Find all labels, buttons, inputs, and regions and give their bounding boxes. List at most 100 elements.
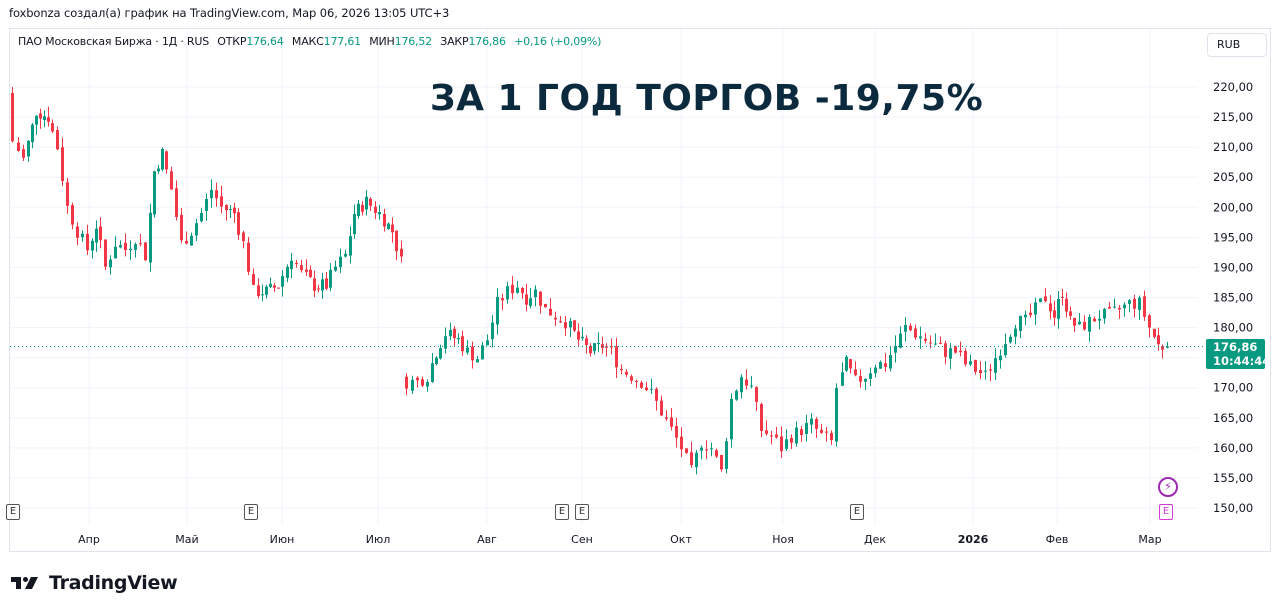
candle-body bbox=[521, 287, 524, 294]
candle-body bbox=[959, 350, 962, 353]
candle-body bbox=[81, 233, 84, 238]
candle-body bbox=[914, 328, 917, 338]
earnings-marker[interactable]: E bbox=[244, 504, 258, 520]
candle-body bbox=[124, 242, 127, 251]
candle-body bbox=[431, 363, 434, 382]
candle-body bbox=[486, 340, 489, 346]
candle-body bbox=[810, 418, 813, 425]
candle-body bbox=[650, 388, 653, 390]
candle-body bbox=[257, 285, 260, 297]
candle-body bbox=[597, 342, 600, 345]
candle-body bbox=[593, 343, 596, 352]
candle-body bbox=[66, 182, 69, 206]
candle-body bbox=[770, 435, 773, 437]
y-axis-label: 220,00 bbox=[1213, 80, 1253, 94]
candle-body bbox=[585, 338, 588, 346]
candle-body bbox=[1143, 296, 1146, 317]
candle-body bbox=[501, 298, 504, 301]
candle-body bbox=[1161, 346, 1164, 350]
candle-body bbox=[1014, 328, 1017, 337]
tradingview-logo[interactable]: TradingView bbox=[11, 572, 178, 594]
y-axis-label: 165,00 bbox=[1213, 411, 1253, 425]
earnings-marker[interactable]: E bbox=[575, 504, 589, 520]
candle-body bbox=[1044, 296, 1047, 302]
candle-body bbox=[934, 343, 937, 345]
earnings-marker[interactable]: E bbox=[555, 504, 569, 520]
candlestick-chart[interactable]: 220,00 215,00 210,00 205,00 200,00 195,00 190,… bbox=[10, 29, 1270, 551]
candle-body bbox=[1128, 300, 1131, 304]
y-axis-label: 210,00 bbox=[1213, 140, 1253, 154]
candle-body bbox=[476, 359, 479, 363]
lightning-event-icon[interactable]: ⚡ bbox=[1158, 477, 1178, 497]
candle-body bbox=[755, 387, 758, 402]
candle-body bbox=[1039, 298, 1042, 303]
candle-body bbox=[944, 343, 947, 357]
headline-annotation: ЗА 1 ГОД ТОРГОВ -19,75% bbox=[430, 78, 984, 119]
candle-body bbox=[529, 298, 532, 306]
candle-body bbox=[325, 278, 328, 289]
candle-body bbox=[680, 436, 683, 450]
candle-body bbox=[785, 439, 788, 449]
candle-body bbox=[175, 188, 178, 218]
candle-body bbox=[71, 205, 74, 225]
candle-body bbox=[685, 448, 688, 453]
candle-body bbox=[700, 447, 703, 451]
earnings-marker[interactable]: E bbox=[6, 504, 20, 520]
candle-body bbox=[949, 348, 952, 359]
candle-body bbox=[1093, 318, 1096, 322]
candle-body bbox=[780, 436, 783, 452]
candle-body bbox=[735, 390, 738, 400]
chart-credit: foxbonza создал(а) график на TradingView… bbox=[9, 6, 450, 20]
candle-body bbox=[815, 419, 818, 429]
candle-body bbox=[904, 324, 907, 332]
change-value: +0,16 (+0,09%) bbox=[514, 35, 602, 48]
candle-body bbox=[715, 450, 718, 457]
y-axis-label: 150,00 bbox=[1213, 501, 1253, 515]
x-axis-label: Сен bbox=[571, 533, 593, 546]
candle-body bbox=[884, 363, 887, 367]
candle-body bbox=[841, 372, 844, 386]
candle-body bbox=[964, 350, 967, 365]
candle-body bbox=[435, 357, 438, 364]
x-axis-label: Авг bbox=[477, 533, 497, 546]
candle-body bbox=[411, 379, 414, 391]
candle-body bbox=[374, 206, 377, 213]
candle-body bbox=[989, 369, 992, 371]
candle-body bbox=[309, 269, 312, 278]
candle-body bbox=[864, 378, 867, 382]
candle-body bbox=[109, 259, 112, 268]
candle-body bbox=[461, 336, 464, 352]
upcoming-earnings-marker[interactable]: E bbox=[1159, 504, 1173, 520]
candle-body bbox=[795, 427, 798, 444]
candle-body bbox=[91, 240, 94, 251]
candle-body bbox=[1103, 308, 1106, 319]
candle-body bbox=[675, 425, 678, 438]
candle-body bbox=[170, 171, 173, 190]
candle-body bbox=[924, 338, 927, 341]
candle-body bbox=[690, 452, 693, 466]
candle-body bbox=[76, 226, 79, 238]
candle-body bbox=[534, 289, 537, 298]
candle-body bbox=[22, 149, 25, 158]
candle-body bbox=[35, 115, 38, 125]
symbol-label[interactable]: ПАО Московская Биржа · 1Д · RUS bbox=[18, 35, 209, 48]
earnings-marker[interactable]: E bbox=[850, 504, 864, 520]
candle-body bbox=[994, 358, 997, 373]
candle-body bbox=[233, 207, 236, 214]
currency-button[interactable]: RUB bbox=[1207, 33, 1267, 57]
candle-body bbox=[317, 288, 320, 290]
candle-body bbox=[720, 454, 723, 470]
candle-body bbox=[874, 367, 877, 374]
low-value: 176,52 bbox=[394, 35, 432, 48]
candle-body bbox=[1019, 315, 1022, 331]
candle-body bbox=[242, 232, 245, 242]
candle-body bbox=[357, 203, 360, 217]
candle-body bbox=[775, 434, 778, 438]
candle-body bbox=[835, 387, 838, 442]
candle-body bbox=[365, 196, 368, 210]
close-label: ЗАКР bbox=[440, 35, 469, 48]
candle-body bbox=[1113, 306, 1116, 308]
candle-body bbox=[1029, 312, 1032, 316]
x-axis-label: Июн bbox=[270, 533, 295, 546]
candle-body bbox=[361, 204, 364, 212]
